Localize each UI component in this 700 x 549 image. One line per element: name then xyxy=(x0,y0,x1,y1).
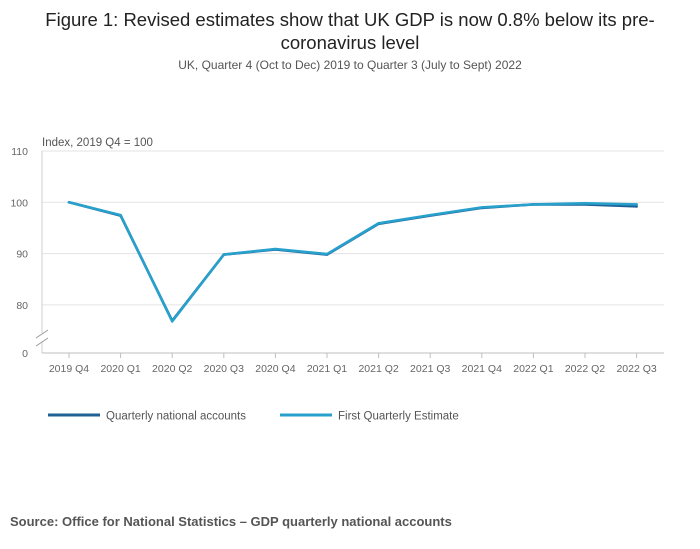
series-line-0 xyxy=(67,201,638,323)
data-point xyxy=(67,201,71,204)
legend-label-1: First Quarterly Estimate xyxy=(338,411,459,423)
data-point xyxy=(635,203,638,206)
x-tick-label: 2021 Q3 xyxy=(410,363,450,375)
data-point xyxy=(635,205,638,208)
y-tick-label-100: 100 xyxy=(10,197,28,209)
x-tick-label: 2021 Q4 xyxy=(462,363,502,375)
data-point xyxy=(480,206,483,209)
y-tick-label-90: 90 xyxy=(16,249,28,261)
x-tick-label: 2020 Q3 xyxy=(204,363,244,375)
series-lines xyxy=(67,201,638,323)
x-tick-label: 2020 Q4 xyxy=(255,363,295,375)
y-axis-unit-label: Index, 2019 Q4 = 100 xyxy=(42,137,153,149)
x-tick-label: 2022 Q2 xyxy=(565,363,605,375)
data-point xyxy=(377,222,380,225)
x-tick-label: 2022 Q1 xyxy=(513,363,553,375)
axes: Index, 2019 Q4 = 100 0 80 90 100 110 2019 Q4 20… xyxy=(10,137,664,375)
x-tick-label: 2021 Q1 xyxy=(307,363,347,375)
x-tick-label: 2020 Q1 xyxy=(100,363,140,375)
x-tick-label: 2020 Q2 xyxy=(152,363,192,375)
data-point xyxy=(429,213,432,217)
axis-break-mark-2 xyxy=(35,337,49,347)
data-point xyxy=(171,320,174,323)
data-point xyxy=(532,203,535,206)
gridlines xyxy=(42,150,664,306)
x-tick-label: 2019 Q4 xyxy=(49,363,89,375)
chart-subtitle: UK, Quarter 4 (Oct to Dec) 2019 to Quart… xyxy=(178,58,522,72)
data-point xyxy=(325,252,329,256)
legend-label-0: Quarterly national accounts xyxy=(106,411,246,423)
data-point xyxy=(583,202,587,205)
y-tick-label-0: 0 xyxy=(22,348,28,360)
data-point xyxy=(119,213,122,217)
data-point xyxy=(274,247,277,251)
data-point xyxy=(222,253,225,256)
legend: Quarterly national accounts First Quarter… xyxy=(48,411,459,423)
x-tick-label: 2022 Q3 xyxy=(616,363,656,375)
source-note: Source: Office for National Statistics –… xyxy=(10,514,452,529)
y-tick-label-110: 110 xyxy=(11,146,28,158)
chart-title: Figure 1: Revised estimates show that UK… xyxy=(45,9,655,53)
series-line-1 xyxy=(67,201,638,323)
x-tick-label: 2021 Q2 xyxy=(358,363,398,375)
axis-break-mark-1 xyxy=(35,329,49,339)
y-tick-label-80: 80 xyxy=(16,300,28,312)
